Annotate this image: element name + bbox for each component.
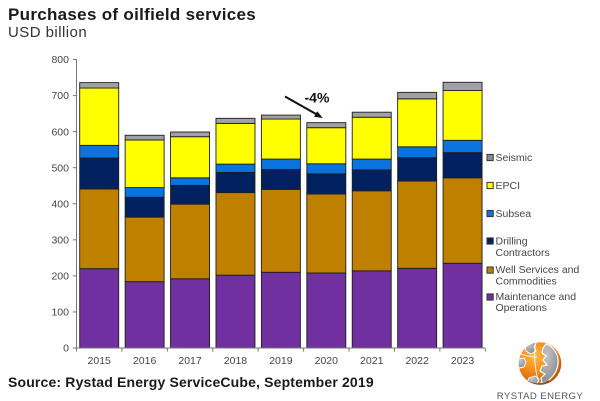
svg-text:600: 600	[51, 126, 69, 138]
svg-text:USD billion: USD billion	[8, 24, 87, 41]
svg-text:800: 800	[51, 54, 69, 66]
svg-text:-4%: -4%	[305, 90, 330, 106]
svg-text:2022: 2022	[405, 355, 429, 367]
svg-text:Source: Rystad Energy ServiceC: Source: Rystad Energy ServiceCube, Septe…	[8, 374, 374, 390]
svg-text:Operations: Operations	[496, 302, 547, 314]
svg-text:Well Services and: Well Services and	[496, 264, 580, 276]
svg-text:2017: 2017	[178, 355, 202, 367]
svg-text:Contractors: Contractors	[496, 247, 550, 259]
svg-text:Seismic: Seismic	[496, 152, 533, 164]
svg-text:Purchases of oilfield services: Purchases of oilfield services	[8, 5, 256, 24]
svg-text:200: 200	[51, 270, 69, 282]
svg-text:2015: 2015	[88, 355, 112, 367]
svg-text:Maintenance and: Maintenance and	[496, 291, 577, 303]
svg-text:0: 0	[63, 343, 69, 355]
svg-text:2021: 2021	[360, 355, 384, 367]
svg-text:Commodities: Commodities	[496, 275, 557, 287]
svg-text:100: 100	[51, 307, 69, 319]
svg-text:EPCI: EPCI	[496, 180, 521, 192]
svg-text:700: 700	[51, 90, 69, 102]
svg-text:2018: 2018	[224, 355, 248, 367]
svg-text:2016: 2016	[133, 355, 157, 367]
svg-text:RYSTAD ENERGY: RYSTAD ENERGY	[497, 391, 584, 401]
svg-text:Drilling: Drilling	[496, 236, 528, 248]
svg-text:300: 300	[51, 234, 69, 246]
svg-text:2023: 2023	[451, 355, 475, 367]
svg-text:2019: 2019	[269, 355, 293, 367]
svg-text:500: 500	[51, 162, 69, 174]
svg-text:Subsea: Subsea	[496, 208, 532, 220]
svg-text:400: 400	[51, 198, 69, 210]
svg-text:2020: 2020	[315, 355, 339, 367]
